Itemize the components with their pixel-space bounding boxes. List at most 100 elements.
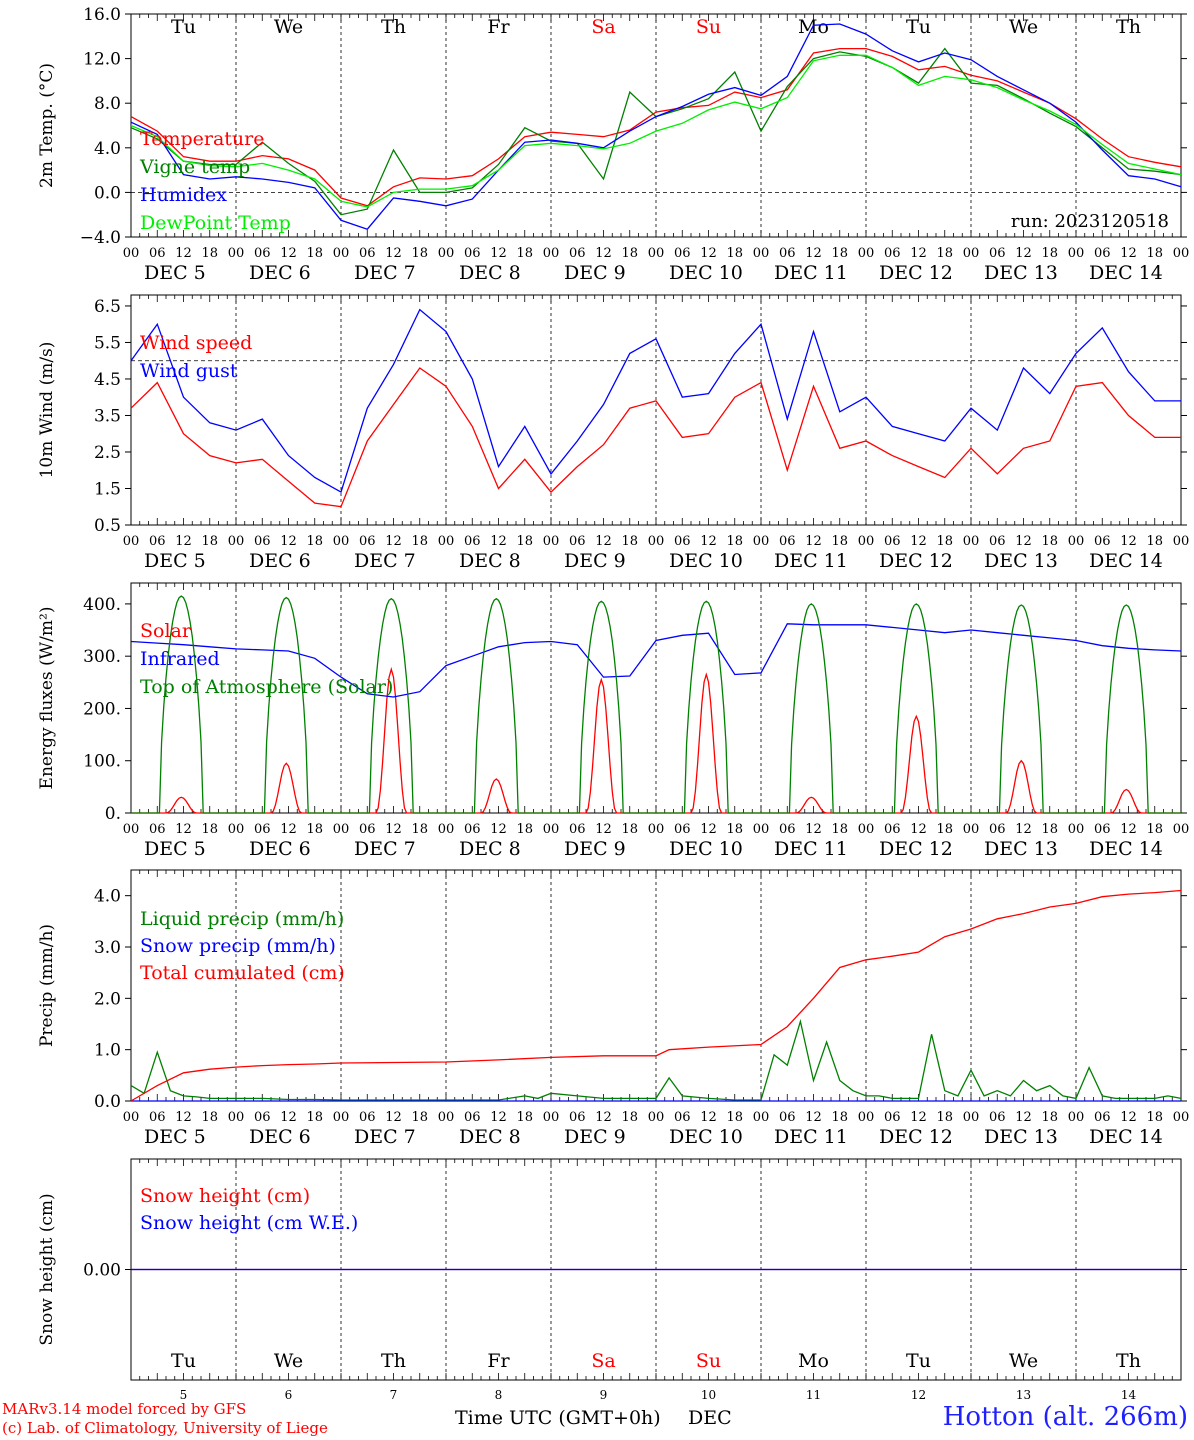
y-tick-label: 4.0 [94, 139, 121, 159]
legend-entry: Wind speed [140, 332, 252, 354]
hour-label: 00 [123, 534, 140, 549]
hour-label: 00 [333, 1110, 350, 1125]
date-label: DEC 11 [774, 838, 848, 860]
hour-label: 18 [621, 534, 638, 549]
y-axis-title: Snow height (cm) [37, 1193, 57, 1345]
hour-label: 00 [228, 534, 245, 549]
hour-label: 06 [884, 1110, 901, 1125]
y-tick-label: 1.5 [94, 479, 121, 499]
hour-label: 18 [411, 822, 428, 837]
y-tick-label: 4.5 [94, 370, 121, 390]
hour-label: 12 [805, 822, 822, 837]
day-number: 8 [495, 1388, 503, 1402]
weekday-label: Tu [906, 1350, 931, 1372]
hour-label: 00 [543, 822, 560, 837]
hour-label: 00 [123, 822, 140, 837]
panel-snow: 0.00 Snow height (cm) Tu We Th Fr Sa Su Mo Tu We Th… [37, 1158, 1187, 1429]
hour-label: 18 [726, 822, 743, 837]
hour-label: 00 [858, 534, 875, 549]
hour-label: 00 [333, 246, 350, 261]
hour-label: 06 [674, 534, 691, 549]
hour-label: 18 [1041, 534, 1058, 549]
panel-wind: 0.5 1.5 2.5 3.5 4.5 5.5 6.5 10m Wind (m/s) Wind … [37, 294, 1189, 572]
date-label: DEC 13 [984, 262, 1058, 284]
hour-label: 12 [700, 822, 717, 837]
date-label: DEC 14 [1089, 262, 1163, 284]
y-axis-title: 2m Temp. (°C) [37, 63, 57, 188]
hour-label: 18 [831, 822, 848, 837]
hour-label: 12 [805, 246, 822, 261]
hour-label: 18 [1146, 1110, 1163, 1125]
footer-credits: MARv3.14 model forced by GFS (c) Lab. of… [2, 1400, 328, 1438]
hour-label: 06 [254, 246, 271, 261]
hour-label: 06 [254, 534, 271, 549]
hour-label: 18 [516, 1110, 533, 1125]
hour-label: 12 [490, 822, 507, 837]
date-label: DEC 7 [354, 838, 416, 860]
hour-label: 18 [306, 246, 323, 261]
series-line [130, 308, 1181, 494]
weekday-label: Sa [591, 1350, 615, 1372]
legend-entry: Humidex [140, 184, 227, 206]
hour-label: 18 [936, 1110, 953, 1125]
day-number: 13 [1016, 1388, 1031, 1402]
y-tick-label: 0.0 [94, 183, 121, 203]
hour-label: 00 [438, 534, 455, 549]
date-label: DEC 6 [249, 262, 311, 284]
hour-label: 00 [753, 1110, 770, 1125]
hour-label: 18 [411, 246, 428, 261]
hour-label: 00 [1068, 822, 1085, 837]
hour-label: 06 [779, 1110, 796, 1125]
hour-label: 00 [1173, 1110, 1190, 1125]
hour-label: 00 [648, 822, 665, 837]
hour-label: 06 [254, 1110, 271, 1125]
y-tick-label: 1.0 [94, 1041, 121, 1061]
hour-label: 18 [1146, 822, 1163, 837]
date-label: DEC 6 [249, 838, 311, 860]
hour-label: 18 [201, 822, 218, 837]
y-axis-title: 10m Wind (m/s) [37, 342, 57, 479]
hour-label: 18 [1041, 822, 1058, 837]
hour-label: 12 [1120, 534, 1137, 549]
station-name: Hotton (alt. 266m) [942, 1402, 1188, 1432]
hour-label: 06 [359, 822, 376, 837]
hour-label: 12 [910, 1110, 927, 1125]
hour-label: 00 [543, 1110, 560, 1125]
weekday-label: Tu [171, 16, 196, 38]
hour-label: 06 [149, 1110, 166, 1125]
hour-label: 12 [910, 534, 927, 549]
hour-label: 06 [149, 534, 166, 549]
legend-entry: DewPoint Temp [140, 212, 291, 234]
hour-label: 00 [648, 534, 665, 549]
hour-label: 12 [280, 822, 297, 837]
hour-label: 00 [1173, 246, 1190, 261]
hour-label: 00 [963, 822, 980, 837]
date-label: DEC 7 [354, 262, 416, 284]
hour-label: 12 [175, 246, 192, 261]
hour-label: 18 [306, 534, 323, 549]
hour-label: 18 [831, 246, 848, 261]
hour-label: 18 [1146, 246, 1163, 261]
hour-label: 18 [936, 246, 953, 261]
hour-label: 12 [175, 1110, 192, 1125]
weekday-label: Fr [487, 16, 510, 38]
hour-label: 00 [858, 246, 875, 261]
hour-label: 00 [858, 1110, 875, 1125]
y-tick-label: 3.5 [94, 406, 121, 426]
hour-label: 00 [963, 1110, 980, 1125]
y-tick-label: 5.5 [94, 333, 121, 353]
y-tick-label: 100. [83, 752, 121, 772]
hour-label: 00 [123, 1110, 140, 1125]
hour-label: 00 [648, 246, 665, 261]
date-label: DEC 9 [564, 550, 626, 572]
date-label: DEC 12 [879, 1126, 953, 1148]
x-axis-month: DEC [688, 1407, 732, 1429]
date-label: DEC 10 [669, 262, 743, 284]
hour-label: 00 [753, 822, 770, 837]
legend-entry: Temperature [140, 128, 264, 150]
date-label: DEC 14 [1089, 1126, 1163, 1148]
hour-label: 00 [1173, 822, 1190, 837]
day-number: 10 [701, 1388, 716, 1402]
y-tick-label: 4.0 [94, 887, 121, 907]
legend-entry: Solar [140, 620, 192, 642]
